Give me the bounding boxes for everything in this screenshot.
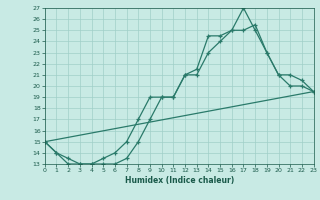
X-axis label: Humidex (Indice chaleur): Humidex (Indice chaleur) [124,176,234,185]
